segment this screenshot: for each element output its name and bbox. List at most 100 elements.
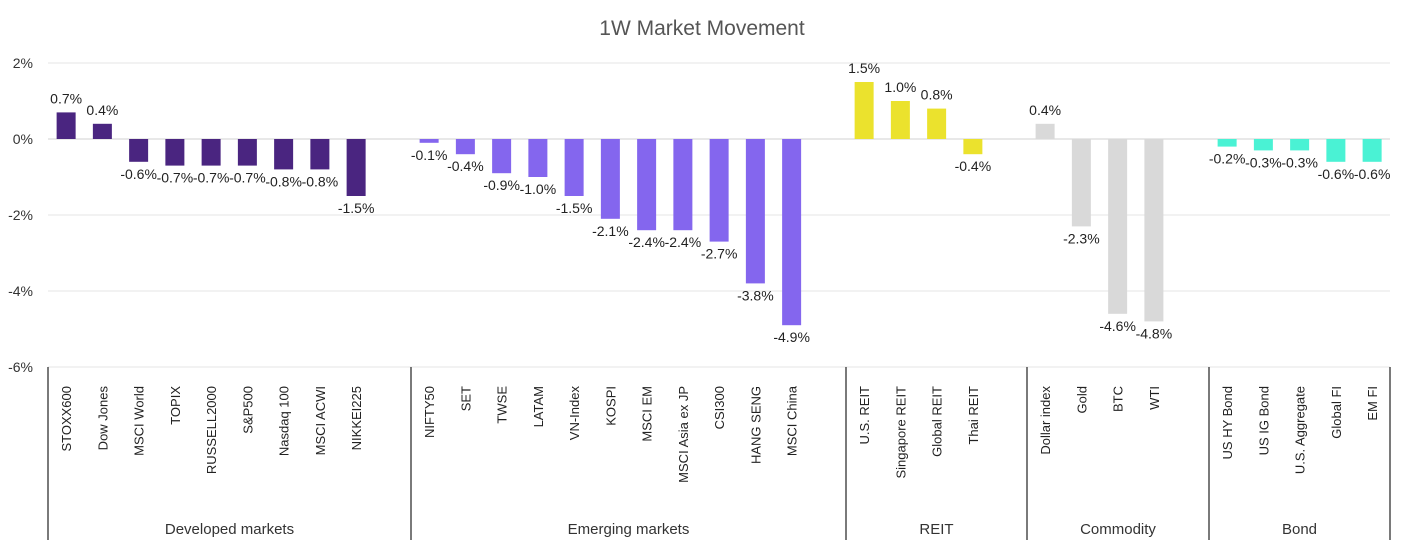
bar-btc [1108, 139, 1128, 314]
data-label: 0.7% [50, 90, 82, 106]
category-label: MSCI EM [640, 386, 655, 442]
data-label: -1.5% [556, 200, 593, 216]
y-tick-label: 0% [13, 131, 33, 147]
category-label: VN-Index [567, 386, 582, 441]
data-label: -0.3% [1245, 154, 1282, 170]
bar-em-fi [1362, 139, 1382, 162]
data-label: -0.8% [265, 173, 302, 189]
data-label: -0.4% [955, 158, 992, 174]
group-label: Commodity [1080, 521, 1156, 538]
bar-s-p500 [237, 139, 257, 166]
category-label: Thai REIT [966, 386, 981, 445]
data-label: -0.4% [447, 158, 484, 174]
category-label: LATAM [531, 386, 546, 427]
data-label: -2.4% [628, 234, 665, 250]
group-label: Bond [1282, 521, 1317, 538]
data-label: -1.5% [338, 200, 375, 216]
data-label: 0.4% [1029, 102, 1061, 118]
category-label: Global FI [1329, 386, 1344, 439]
bar-kospi [600, 139, 620, 219]
category-label: TOPIX [168, 386, 183, 425]
group-label: REIT [919, 521, 953, 538]
data-label: -0.7% [193, 170, 230, 186]
data-label: -1.0% [520, 181, 557, 197]
category-label: U.S. REIT [857, 386, 872, 445]
category-label: CSI300 [712, 386, 727, 429]
data-label: -3.8% [737, 287, 774, 303]
category-label: HANG SENG [748, 386, 763, 464]
bar-global-reit [927, 108, 947, 139]
bar-msci-em [637, 139, 657, 231]
data-label: -0.7% [157, 170, 194, 186]
y-tick-label: 2% [13, 55, 33, 71]
data-label: -0.3% [1281, 154, 1318, 170]
group-label: Emerging markets [568, 521, 690, 538]
data-label: -2.7% [701, 246, 738, 262]
bar-msci-asia-ex-jp [673, 139, 693, 231]
category-label: Dow Jones [95, 386, 110, 451]
category-label: S&P500 [240, 386, 255, 434]
bar-nikkei225 [346, 139, 366, 196]
bar-nasdaq-100 [274, 139, 294, 170]
category-label: MSCI World [132, 386, 147, 456]
data-label: 1.0% [884, 79, 916, 95]
category-label: WTI [1147, 386, 1162, 410]
category-label: MSCI ACWI [313, 386, 328, 455]
bar-u-s-aggregate [1290, 139, 1310, 151]
category-label: Dollar index [1038, 386, 1053, 455]
data-label: -2.3% [1063, 230, 1100, 246]
data-label: -0.1% [411, 147, 448, 163]
data-label: -0.6% [120, 166, 157, 182]
bar-gold [1071, 139, 1091, 227]
category-label: STOXX600 [59, 386, 74, 452]
bar-set [455, 139, 475, 155]
bar-nifty50 [419, 139, 439, 143]
bar-twse [492, 139, 512, 174]
data-label: 1.5% [848, 60, 880, 76]
data-labels: 0.7%0.4%-0.6% -0.7% -0.7% -0.7% -0.8% -0.8%-1… [50, 60, 1390, 345]
bar-singapore-reit [890, 101, 910, 139]
category-label: Global REIT [930, 386, 945, 457]
data-label: -0.2% [1209, 151, 1246, 167]
bar-vn-index [564, 139, 584, 196]
data-label: 0.8% [921, 87, 953, 103]
bar-stoxx600 [56, 112, 76, 139]
category-label: NIKKEI225 [349, 386, 364, 450]
data-label: -4.9% [773, 329, 810, 345]
bar-u-s-reit [854, 82, 874, 139]
category-label: US IG Bond [1256, 386, 1271, 455]
data-label: -2.4% [665, 234, 702, 250]
category-label: EM FI [1365, 386, 1380, 421]
category-labels: STOXX600 Dow Jones MSCI World TOPIX RUSSELL2… [59, 385, 1380, 483]
y-tick-label: -4% [8, 283, 33, 299]
bars [56, 82, 1382, 326]
data-label: -0.8% [302, 173, 339, 189]
bar-csi300 [709, 139, 729, 242]
bar-latam [528, 139, 548, 177]
bar-wti [1144, 139, 1164, 322]
data-label: 0.4% [86, 102, 118, 118]
bar-russell2000 [201, 139, 221, 166]
group-label: Developed markets [165, 521, 294, 538]
category-label: Singapore REIT [893, 386, 908, 479]
data-label: -4.6% [1099, 318, 1136, 334]
chart-title: 1W Market Movement [599, 17, 805, 40]
category-label: NIFTY50 [422, 386, 437, 438]
bar-global-fi [1326, 139, 1346, 162]
gridlines [47, 62, 1391, 540]
bar-dollar-index [1035, 123, 1055, 139]
bar-msci-acwi [310, 139, 330, 170]
data-label: -4.8% [1136, 325, 1173, 341]
bar-topix [165, 139, 185, 166]
bar-us-hy-bond [1217, 139, 1237, 147]
bar-thai-reit [963, 139, 983, 155]
category-label: MSCI Asia ex JP [676, 386, 691, 483]
category-label: BTC [1111, 386, 1126, 412]
category-label: KOSPI [603, 386, 618, 426]
y-tick-label: -6% [8, 359, 33, 375]
category-label: RUSSELL2000 [204, 386, 219, 474]
bar-us-ig-bond [1253, 139, 1273, 151]
y-tick-label: -2% [8, 207, 33, 223]
data-label: -0.6% [1354, 166, 1391, 182]
